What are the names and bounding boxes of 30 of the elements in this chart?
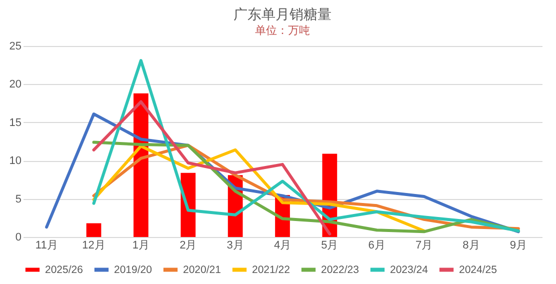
bar	[86, 223, 102, 237]
legend-label: 2021/22	[252, 264, 290, 276]
line-series	[92, 100, 332, 236]
x-tick-label: 2月	[180, 240, 197, 252]
chart-title: 广东单月销糖量	[234, 6, 332, 22]
x-tick-label: 9月	[510, 240, 527, 252]
line-series	[92, 59, 520, 232]
x-tick-label: 12月	[82, 240, 106, 252]
legend-label: 2019/20	[114, 264, 152, 276]
x-tick-label: 8月	[462, 240, 480, 252]
x-tick-label: 5月	[321, 240, 338, 252]
y-tick-label: 10	[9, 155, 22, 168]
x-tick-label: 4月	[274, 240, 292, 252]
x-tick-label: 1月	[132, 240, 150, 252]
y-tick-label: 25	[9, 40, 22, 52]
y-tick-label: 15	[9, 116, 22, 129]
legend-label: 2025/26	[45, 264, 84, 276]
legend-label: 2023/24	[390, 264, 428, 276]
x-tick-label: 7月	[415, 240, 433, 252]
y-tick-label: 5	[15, 193, 22, 206]
x-tick-label: 11月	[35, 240, 58, 252]
y-tick-label: 20	[9, 78, 22, 91]
legend-label: 2022/23	[321, 264, 360, 276]
x-tick-label: 3月	[226, 240, 244, 252]
legend-label: 2020/21	[183, 264, 222, 276]
x-tick-label: 6月	[368, 240, 386, 252]
chart-subtitle: 单位：万吨	[255, 24, 310, 37]
bar	[180, 172, 196, 237]
y-tick-label: 0	[15, 232, 22, 244]
legend-label: 2024/25	[459, 264, 498, 276]
